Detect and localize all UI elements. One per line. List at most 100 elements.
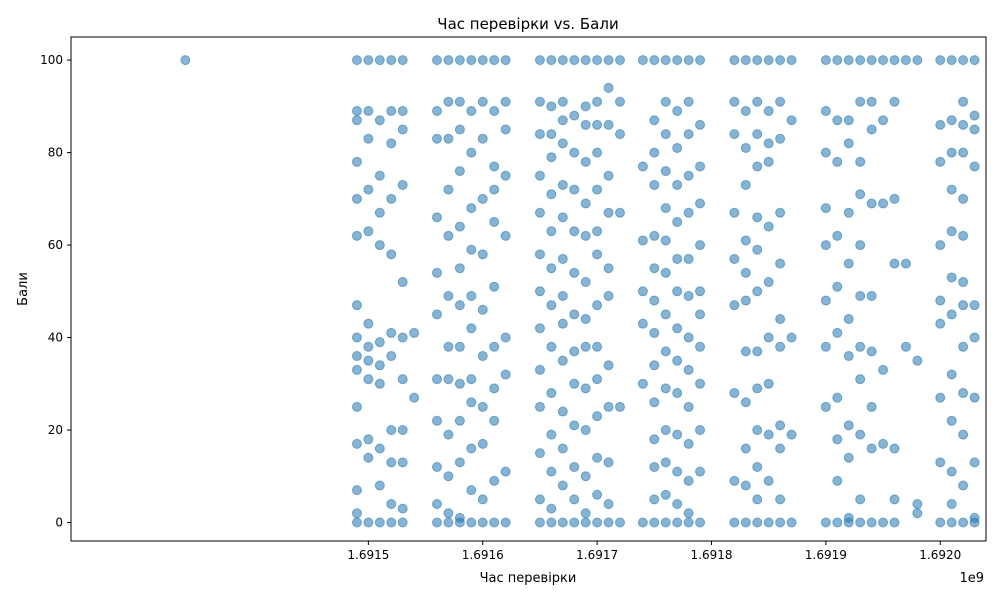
data-point — [958, 119, 969, 130]
data-point — [386, 499, 397, 510]
data-point — [603, 82, 614, 93]
data-point — [569, 110, 580, 121]
data-point — [534, 207, 545, 218]
data-point — [683, 129, 694, 140]
data-point — [432, 105, 442, 116]
data-point — [500, 332, 511, 343]
data-point — [580, 55, 591, 66]
data-point — [855, 96, 866, 107]
data-point — [592, 452, 603, 463]
data-point — [958, 429, 969, 440]
data-point — [443, 55, 454, 66]
data-point — [603, 401, 614, 412]
data-point — [489, 517, 500, 528]
data-point — [454, 96, 465, 107]
data-point — [695, 198, 706, 209]
data-point — [752, 55, 763, 66]
data-point — [534, 494, 545, 505]
data-point — [615, 517, 625, 528]
data-point — [546, 152, 557, 163]
data-point — [729, 129, 740, 140]
data-point — [889, 193, 900, 204]
data-point — [351, 364, 362, 375]
data-point — [820, 401, 831, 412]
data-point — [534, 286, 545, 297]
data-point — [660, 383, 671, 394]
data-point — [695, 309, 706, 320]
data-point — [363, 105, 374, 116]
data-point — [546, 466, 557, 477]
data-point — [363, 341, 374, 352]
data-point — [878, 198, 889, 209]
data-point — [466, 105, 477, 116]
data-point — [557, 318, 568, 329]
data-point — [969, 332, 980, 343]
data-point — [374, 378, 385, 389]
data-point — [660, 235, 671, 246]
data-point — [912, 499, 923, 510]
data-point — [740, 267, 751, 278]
data-point — [786, 115, 797, 126]
data-point — [740, 397, 751, 408]
data-point — [534, 401, 545, 412]
data-point — [546, 189, 557, 200]
data-point — [866, 55, 877, 66]
data-point — [649, 230, 660, 241]
data-point — [363, 226, 374, 237]
data-point — [775, 314, 786, 325]
data-point — [351, 485, 362, 496]
data-point — [454, 457, 465, 468]
data-point — [935, 156, 946, 167]
data-point — [649, 360, 660, 371]
data-point — [386, 105, 397, 116]
data-point — [946, 272, 957, 283]
data-point — [592, 184, 603, 195]
data-point — [683, 508, 694, 519]
data-point — [477, 494, 488, 505]
data-point — [683, 332, 694, 343]
data-point — [615, 96, 625, 107]
data-point — [557, 96, 568, 107]
data-point — [351, 508, 362, 519]
data-point — [432, 374, 442, 385]
data-point — [752, 462, 763, 473]
data-point — [443, 133, 454, 144]
data-point — [557, 138, 568, 149]
data-point — [775, 341, 786, 352]
data-point — [432, 309, 442, 320]
data-point — [683, 364, 694, 375]
data-point — [592, 249, 603, 260]
data-point — [683, 55, 694, 66]
data-point — [592, 517, 603, 528]
data-point — [729, 207, 740, 218]
data-point — [832, 115, 843, 126]
data-point — [660, 517, 671, 528]
data-point — [592, 147, 603, 158]
data-point — [672, 388, 683, 399]
data-point — [386, 249, 397, 260]
data-point — [363, 55, 374, 66]
data-point — [855, 290, 866, 301]
data-point — [969, 124, 980, 135]
data-point — [855, 429, 866, 440]
data-point — [672, 517, 683, 528]
data-point — [775, 517, 786, 528]
data-point — [615, 401, 625, 412]
data-point — [363, 133, 374, 144]
data-point — [820, 295, 831, 306]
data-point — [935, 318, 946, 329]
data-point — [912, 55, 923, 66]
data-point — [866, 346, 877, 357]
data-point — [546, 517, 557, 528]
data-point — [489, 184, 500, 195]
data-point — [672, 466, 683, 477]
data-point — [363, 434, 374, 445]
data-point — [740, 179, 751, 190]
data-point — [775, 207, 786, 218]
data-point — [409, 327, 420, 338]
data-point — [832, 55, 843, 66]
data-point — [351, 351, 362, 362]
data-point — [557, 212, 568, 223]
data-point — [351, 517, 362, 528]
data-point — [592, 341, 603, 352]
